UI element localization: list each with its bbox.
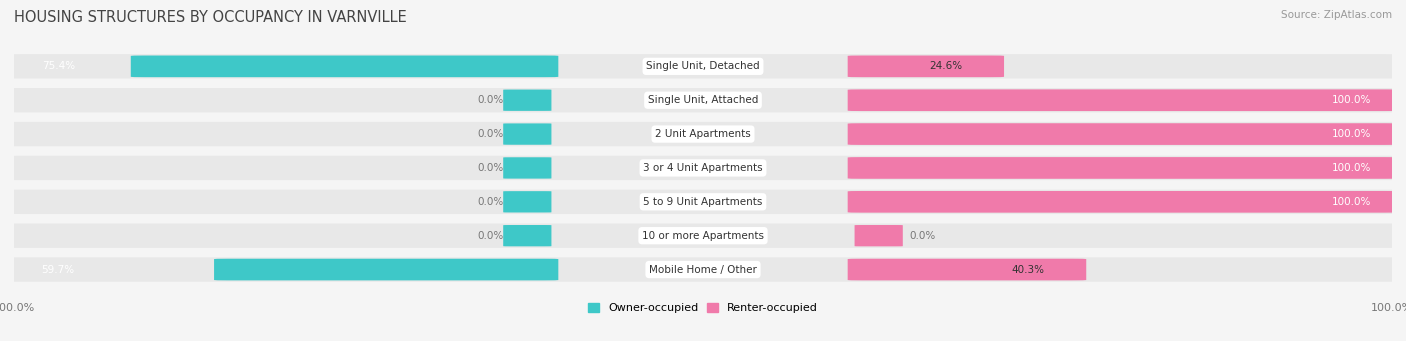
Text: 0.0%: 0.0% <box>477 163 503 173</box>
Text: 10 or more Apartments: 10 or more Apartments <box>643 231 763 241</box>
Text: 2 Unit Apartments: 2 Unit Apartments <box>655 129 751 139</box>
FancyBboxPatch shape <box>503 123 551 145</box>
FancyBboxPatch shape <box>848 259 1087 280</box>
Text: 0.0%: 0.0% <box>477 95 503 105</box>
Text: 24.6%: 24.6% <box>929 61 963 71</box>
FancyBboxPatch shape <box>0 223 1406 248</box>
Text: 100.0%: 100.0% <box>1331 129 1371 139</box>
Text: 100.0%: 100.0% <box>1331 95 1371 105</box>
FancyBboxPatch shape <box>503 90 551 111</box>
Text: 3 or 4 Unit Apartments: 3 or 4 Unit Apartments <box>643 163 763 173</box>
Text: 0.0%: 0.0% <box>477 231 503 241</box>
Text: HOUSING STRUCTURES BY OCCUPANCY IN VARNVILLE: HOUSING STRUCTURES BY OCCUPANCY IN VARNV… <box>14 10 406 25</box>
Text: 100.0%: 100.0% <box>1331 197 1371 207</box>
FancyBboxPatch shape <box>848 157 1399 179</box>
FancyBboxPatch shape <box>0 88 1406 113</box>
FancyBboxPatch shape <box>131 56 558 77</box>
FancyBboxPatch shape <box>848 191 1399 213</box>
Text: 0.0%: 0.0% <box>477 129 503 139</box>
FancyBboxPatch shape <box>855 225 903 246</box>
Text: Mobile Home / Other: Mobile Home / Other <box>650 265 756 275</box>
FancyBboxPatch shape <box>848 56 1004 77</box>
Text: 75.4%: 75.4% <box>42 61 75 71</box>
FancyBboxPatch shape <box>0 257 1406 282</box>
Text: 100.0%: 100.0% <box>1331 163 1371 173</box>
Text: Single Unit, Attached: Single Unit, Attached <box>648 95 758 105</box>
FancyBboxPatch shape <box>0 54 1406 78</box>
Text: 0.0%: 0.0% <box>477 197 503 207</box>
FancyBboxPatch shape <box>214 259 558 280</box>
Text: 40.3%: 40.3% <box>1012 265 1045 275</box>
FancyBboxPatch shape <box>848 89 1399 111</box>
FancyBboxPatch shape <box>0 156 1406 180</box>
FancyBboxPatch shape <box>0 122 1406 146</box>
Text: 5 to 9 Unit Apartments: 5 to 9 Unit Apartments <box>644 197 762 207</box>
FancyBboxPatch shape <box>848 123 1399 145</box>
Text: 59.7%: 59.7% <box>42 265 75 275</box>
Text: Source: ZipAtlas.com: Source: ZipAtlas.com <box>1281 10 1392 20</box>
FancyBboxPatch shape <box>503 191 551 212</box>
FancyBboxPatch shape <box>0 190 1406 214</box>
FancyBboxPatch shape <box>503 157 551 179</box>
FancyBboxPatch shape <box>503 225 551 246</box>
Legend: Owner-occupied, Renter-occupied: Owner-occupied, Renter-occupied <box>583 298 823 317</box>
Text: Single Unit, Detached: Single Unit, Detached <box>647 61 759 71</box>
Text: 0.0%: 0.0% <box>910 231 936 241</box>
